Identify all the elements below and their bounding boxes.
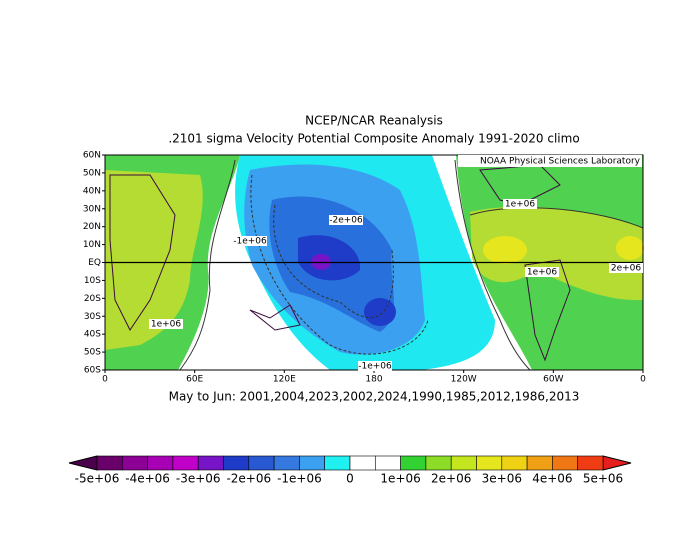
map-fields xyxy=(104,154,644,371)
contour-label-bg xyxy=(503,199,537,209)
colorbar-box xyxy=(147,455,174,471)
colorbar-label: -5e+06 xyxy=(75,472,120,486)
colorbar-label: 2e+06 xyxy=(431,472,471,486)
colorbar-box xyxy=(400,455,427,471)
colorbar-box xyxy=(172,455,199,471)
colorbar-label: -3e+06 xyxy=(176,472,221,486)
colorbar-box xyxy=(526,455,553,471)
lat-label: 60N xyxy=(83,151,101,161)
lon-label: 180 xyxy=(365,375,382,385)
colorbar-label: -4e+06 xyxy=(125,472,170,486)
lon-label: 120W xyxy=(451,375,477,385)
lat-label: 60S xyxy=(84,366,101,376)
lat-label: 50N xyxy=(83,168,101,178)
lon-label: 60E xyxy=(186,375,203,385)
colorbar-box xyxy=(197,455,224,471)
colorbar-box xyxy=(476,455,503,471)
credit: NOAA Physical Sciences Laboratory xyxy=(480,157,641,167)
colorbar-box xyxy=(349,455,376,471)
colorbar-box xyxy=(552,455,579,471)
contour-label-bg xyxy=(233,236,267,246)
lat-label: 30S xyxy=(84,312,101,322)
contour-label-bg xyxy=(358,361,392,371)
colorbar-label: 1e+06 xyxy=(380,472,420,486)
lat-label: 20N xyxy=(83,222,101,232)
title: NCEP/NCAR Reanalysis xyxy=(305,114,443,128)
colorbar-label: 5e+06 xyxy=(583,472,623,486)
colorbar-over xyxy=(602,455,632,471)
lat-label: 50S xyxy=(84,348,101,358)
colorbar-box xyxy=(96,455,123,471)
contour-label-bg xyxy=(149,319,183,329)
colorbar-box xyxy=(450,455,477,471)
lon-label: 120E xyxy=(273,375,296,385)
lon-label: 60W xyxy=(543,375,563,385)
contour-label: 2e+06 xyxy=(611,264,642,274)
colorbar-box xyxy=(299,455,325,471)
colorbar-label: 4e+06 xyxy=(532,472,572,486)
colorbar-box xyxy=(248,455,275,471)
colorbar-box xyxy=(273,455,300,471)
colorbar-under xyxy=(68,455,98,471)
colorbar-box xyxy=(324,455,351,471)
colorbar-box xyxy=(122,455,148,471)
colorbar-box xyxy=(374,455,401,471)
lat-label: 30N xyxy=(83,204,101,214)
lon-label: 0 xyxy=(640,375,646,385)
contour-label: 1e+06 xyxy=(505,200,536,210)
lon-label: 0 xyxy=(102,375,108,385)
colorbar-box xyxy=(577,455,604,471)
colorbar-label: 3e+06 xyxy=(482,472,522,486)
contour-label: -1e+06 xyxy=(233,237,267,247)
lat-label: 40N xyxy=(83,186,101,196)
colorbar-box xyxy=(425,455,452,471)
colorbar-label: -1e+06 xyxy=(277,472,322,486)
contour-label-bg xyxy=(329,215,363,225)
colorbar-label: -2e+06 xyxy=(226,472,271,486)
subtitle: .2101 sigma Velocity Potential Composite… xyxy=(168,132,579,146)
contour-label: -1e+06 xyxy=(358,362,392,372)
lat-label: 20S xyxy=(84,294,101,304)
lat-label: 40S xyxy=(84,330,101,340)
lat-label: 10N xyxy=(83,240,101,250)
contour-label: -2e+06 xyxy=(329,216,363,226)
lat-label: 10S xyxy=(84,276,101,286)
contour-label: 1e+06 xyxy=(151,320,182,330)
contour-label: 1e+06 xyxy=(527,268,558,278)
colorbar-label: 0 xyxy=(346,472,354,486)
caption: May to Jun: 2001,2004,2023,2002,2024,199… xyxy=(169,390,580,404)
colorbar-box xyxy=(501,455,528,471)
colorbar-box xyxy=(223,455,250,471)
lat-label: EQ xyxy=(88,258,101,268)
contour-label-bg xyxy=(525,267,559,277)
contour-label-bg xyxy=(609,263,643,273)
